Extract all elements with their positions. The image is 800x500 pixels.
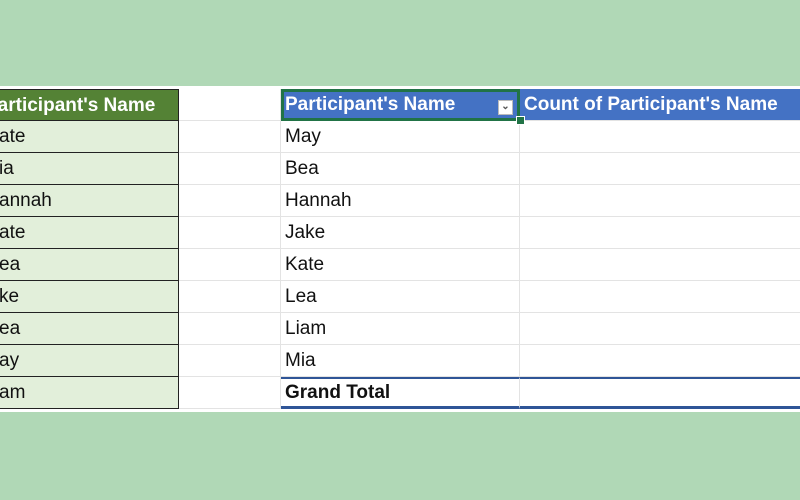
spreadsheet-grid: Participant's Name Participant's Name ⌄ … bbox=[0, 86, 800, 412]
pivot-count-cell[interactable] bbox=[520, 249, 800, 281]
grand-total-label[interactable]: Grand Total bbox=[281, 377, 520, 409]
pivot-row-label[interactable]: Liam bbox=[281, 313, 520, 345]
empty-cell[interactable] bbox=[179, 281, 281, 313]
pivot-row-header-label: Participant's Name bbox=[285, 94, 456, 115]
pivot-count-cell[interactable] bbox=[520, 345, 800, 377]
grand-total-value[interactable] bbox=[520, 377, 800, 409]
empty-cell[interactable] bbox=[179, 217, 281, 249]
empty-cell[interactable] bbox=[179, 377, 281, 409]
source-table-cell[interactable]: annah bbox=[0, 185, 179, 217]
pivot-count-cell[interactable] bbox=[520, 153, 800, 185]
empty-cell[interactable] bbox=[179, 313, 281, 345]
pivot-row-label[interactable]: Jake bbox=[281, 217, 520, 249]
empty-cell[interactable] bbox=[179, 345, 281, 377]
fill-handle[interactable] bbox=[516, 116, 525, 125]
pivot-row-label[interactable]: Hannah bbox=[281, 185, 520, 217]
empty-cell[interactable] bbox=[179, 89, 281, 121]
source-table-cell[interactable]: ia bbox=[0, 153, 179, 185]
pivot-count-cell[interactable] bbox=[520, 185, 800, 217]
source-table-cell[interactable]: ate bbox=[0, 217, 179, 249]
empty-cell[interactable] bbox=[179, 249, 281, 281]
pivot-row-label[interactable]: Kate bbox=[281, 249, 520, 281]
pivot-count-cell[interactable] bbox=[520, 313, 800, 345]
pivot-row-label[interactable]: Bea bbox=[281, 153, 520, 185]
source-table-cell[interactable]: ke bbox=[0, 281, 179, 313]
empty-cell[interactable] bbox=[179, 185, 281, 217]
pivot-value-header[interactable]: Count of Participant's Name bbox=[520, 89, 800, 121]
source-table-cell[interactable]: am bbox=[0, 377, 179, 409]
source-table-cell[interactable]: ea bbox=[0, 249, 179, 281]
pivot-row-label[interactable]: Mia bbox=[281, 345, 520, 377]
source-table-header[interactable]: Participant's Name bbox=[0, 89, 179, 121]
pivot-row-header[interactable]: Participant's Name ⌄ bbox=[281, 89, 520, 121]
pivot-count-cell[interactable] bbox=[520, 121, 800, 153]
source-table-cell[interactable]: ay bbox=[0, 345, 179, 377]
pivot-row-label[interactable]: May bbox=[281, 121, 520, 153]
pivot-row-label[interactable]: Lea bbox=[281, 281, 520, 313]
pivot-count-cell[interactable] bbox=[520, 281, 800, 313]
chevron-down-icon[interactable]: ⌄ bbox=[498, 100, 513, 115]
pivot-count-cell[interactable] bbox=[520, 217, 800, 249]
source-table-cell[interactable]: ea bbox=[0, 313, 179, 345]
source-table-cell[interactable]: ate bbox=[0, 121, 179, 153]
empty-cell[interactable] bbox=[179, 121, 281, 153]
empty-cell[interactable] bbox=[179, 153, 281, 185]
